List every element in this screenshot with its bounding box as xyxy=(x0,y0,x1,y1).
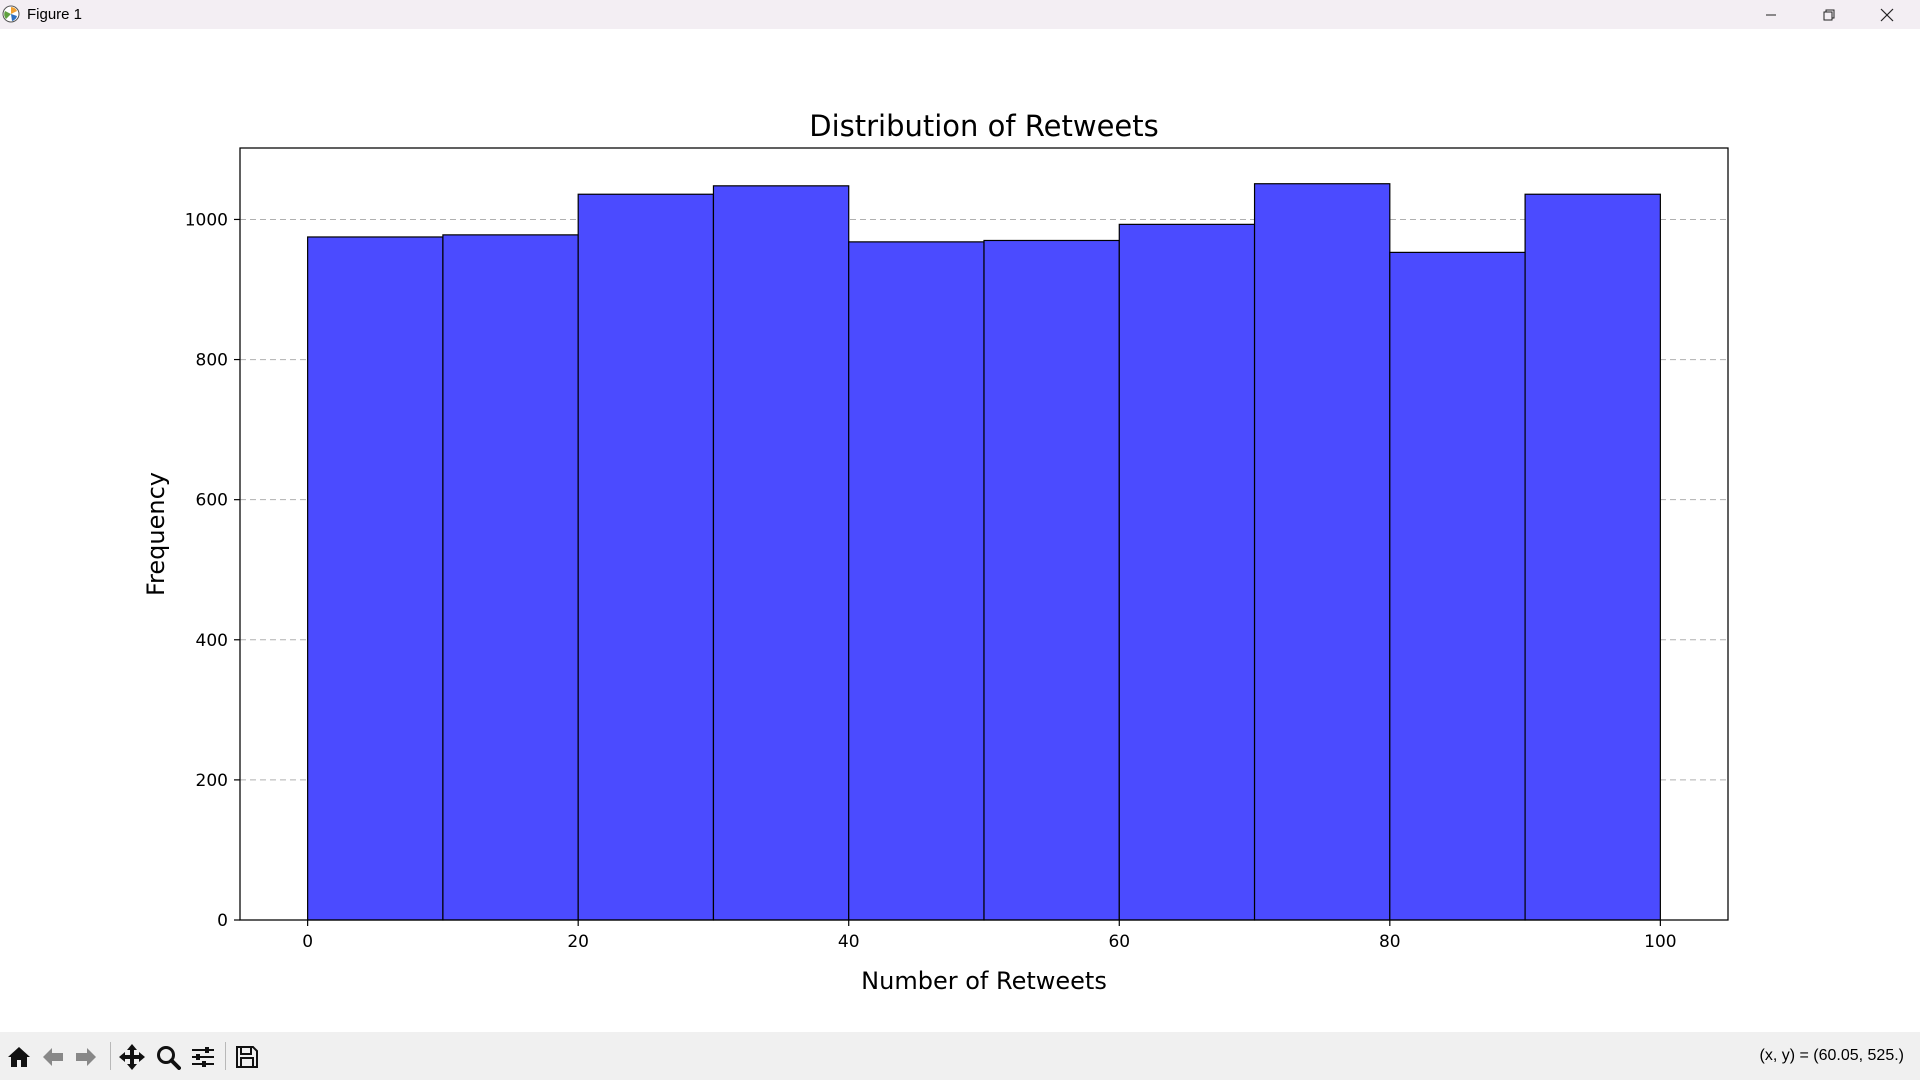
maximize-icon xyxy=(1823,9,1835,20)
histogram-bar xyxy=(1118,223,1256,921)
x-tick-label: 80 xyxy=(1379,932,1401,952)
configure-subplots-button[interactable] xyxy=(188,1042,218,1072)
y-tick-label: 200 xyxy=(196,771,228,791)
histogram-bar xyxy=(442,234,579,921)
forward-icon xyxy=(76,1048,96,1066)
y-tick-label: 1000 xyxy=(185,210,228,230)
chart-title: Distribution of Retweets xyxy=(809,109,1159,143)
histogram-bar xyxy=(307,236,444,921)
y-tick-label: 0 xyxy=(217,911,228,931)
maximize-button[interactable] xyxy=(1800,0,1858,29)
navigation-toolbar: (x, y) = (60.05, 525.) xyxy=(0,1032,1920,1080)
window-title: Figure 1 xyxy=(27,6,83,23)
pan-button[interactable] xyxy=(117,1042,147,1072)
histogram-bar xyxy=(1253,183,1391,921)
close-icon xyxy=(1880,8,1894,21)
zoom-button[interactable] xyxy=(153,1042,183,1072)
x-tick-label: 60 xyxy=(1108,932,1130,952)
axes-frame xyxy=(239,147,1729,921)
title-bar: Figure 1 xyxy=(0,0,1920,29)
histogram-bar xyxy=(848,241,985,921)
save-icon xyxy=(236,1046,258,1068)
cursor-coordinates: (x, y) = (60.05, 525.) xyxy=(1759,1047,1904,1064)
home-button[interactable] xyxy=(4,1042,34,1072)
toolbar-separator xyxy=(110,1042,111,1070)
y-axis-label: Frequency xyxy=(142,472,170,596)
histogram-bar xyxy=(1524,193,1661,921)
histogram-bar xyxy=(712,185,850,921)
histogram-bar xyxy=(983,239,1120,921)
y-tick-label: 400 xyxy=(196,631,228,651)
x-tick-label: 100 xyxy=(1644,932,1676,952)
y-tick-label: 800 xyxy=(196,351,228,371)
close-button[interactable] xyxy=(1858,0,1916,29)
histogram-bar xyxy=(577,193,715,921)
zoom-icon xyxy=(157,1046,181,1070)
x-axis-label: Number of Retweets xyxy=(861,967,1107,995)
matplotlib-icon xyxy=(2,5,20,23)
home-icon xyxy=(8,1047,30,1067)
pan-icon xyxy=(119,1044,145,1070)
save-button[interactable] xyxy=(232,1042,262,1072)
x-tick-label: 20 xyxy=(567,932,589,952)
back-button[interactable] xyxy=(38,1042,68,1072)
y-tick-label: 600 xyxy=(196,491,228,511)
configure-subplots-icon xyxy=(192,1047,214,1067)
toolbar-separator xyxy=(225,1042,226,1070)
back-icon xyxy=(43,1048,63,1066)
figure-canvas[interactable]: 0 20 40 60 80 100 0 200 400 600 800 1000 Distributi… xyxy=(0,29,1920,1032)
histogram-bar xyxy=(1389,251,1526,921)
minimize-icon xyxy=(1766,14,1776,15)
x-tick-label: 0 xyxy=(302,932,313,952)
forward-button[interactable] xyxy=(71,1042,101,1072)
minimize-button[interactable] xyxy=(1742,0,1800,29)
bars-layer xyxy=(307,183,1661,921)
x-tick-label: 40 xyxy=(838,932,860,952)
